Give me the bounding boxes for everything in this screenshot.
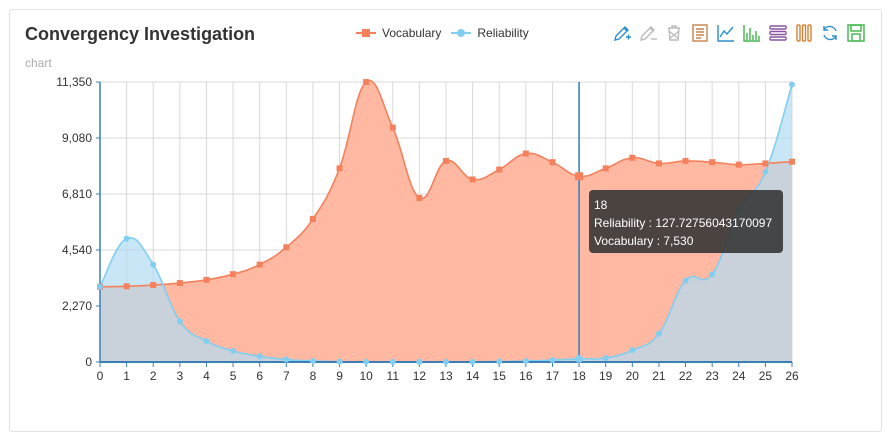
stack-icon[interactable] xyxy=(768,22,788,44)
restore-icon[interactable] xyxy=(820,22,840,44)
tiled-icon[interactable] xyxy=(794,22,814,44)
clear-icon[interactable] xyxy=(664,22,684,44)
legend-item-reliability[interactable]: Reliability xyxy=(451,26,529,40)
toolbox xyxy=(612,22,866,44)
tooltip: 18 Reliability : 127.72756043170097 Voca… xyxy=(589,190,783,253)
tooltip-vocabulary: Vocabulary : 7,530 xyxy=(594,234,694,248)
tooltip-reliability: Reliability : 127.72756043170097 xyxy=(594,216,773,230)
save-image-icon[interactable] xyxy=(846,22,866,44)
zoom-icon[interactable] xyxy=(612,22,632,44)
legend: Vocabulary Reliability xyxy=(356,24,529,42)
chart-title: Convergency Investigation xyxy=(25,24,256,44)
legend-swatch-circle-icon xyxy=(451,26,472,40)
bar-chart-icon[interactable] xyxy=(742,22,762,44)
data-view-icon[interactable] xyxy=(690,22,710,44)
tooltip-x-label: 18 xyxy=(594,198,608,212)
line-chart-icon[interactable] xyxy=(716,22,736,44)
legend-label: Vocabulary xyxy=(382,26,442,40)
legend-label: Reliability xyxy=(477,26,529,40)
chart-subtitle: chart xyxy=(25,56,52,70)
zoom-reset-icon[interactable] xyxy=(638,22,658,44)
legend-swatch-square-icon xyxy=(356,26,376,40)
legend-item-vocabulary[interactable]: Vocabulary xyxy=(356,26,441,40)
